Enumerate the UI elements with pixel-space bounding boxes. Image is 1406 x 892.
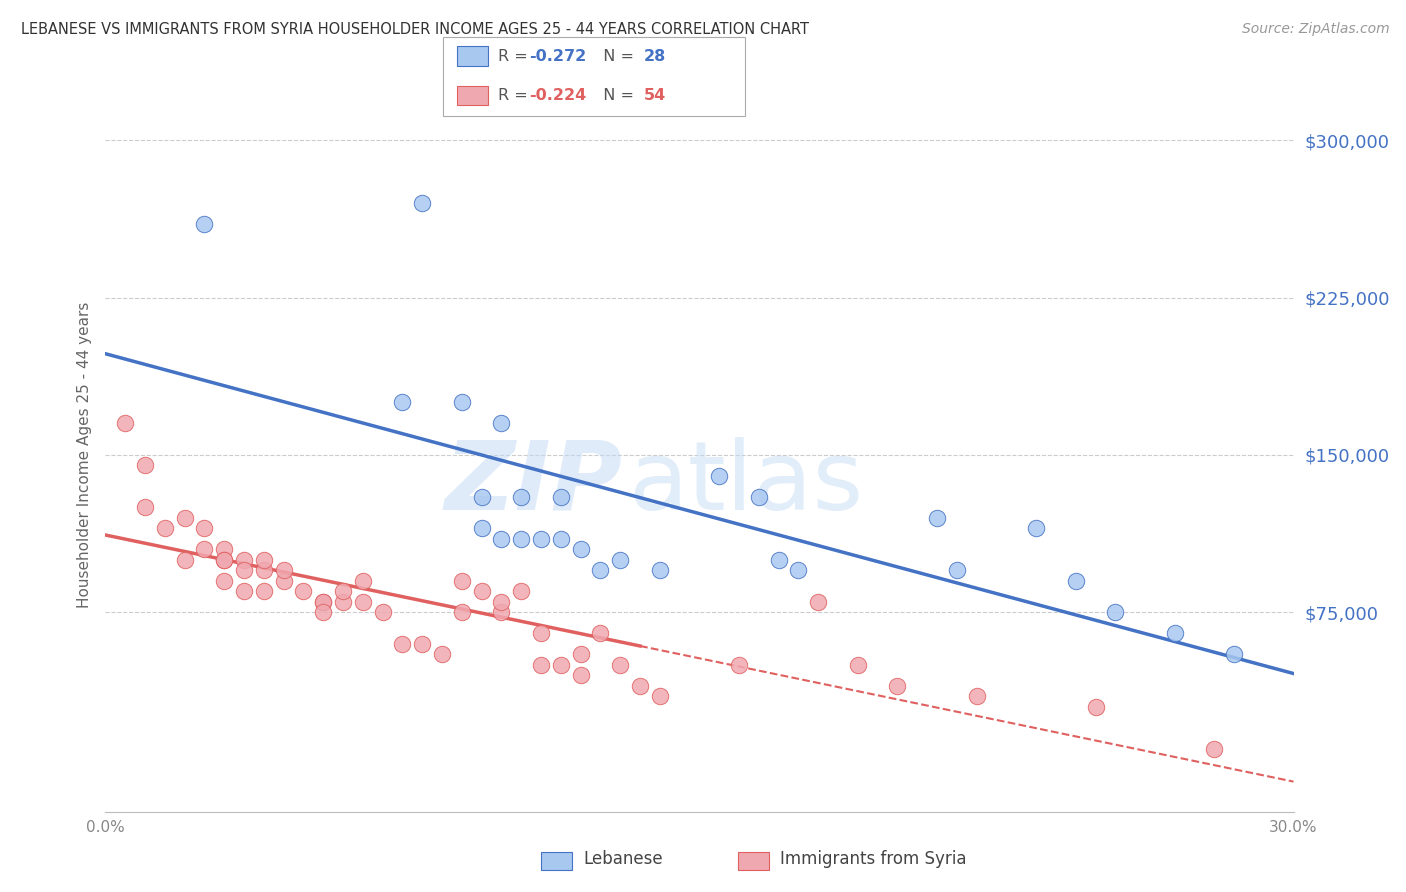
Point: [530, 657, 553, 672]
Text: N =: N =: [593, 88, 640, 103]
Point: [530, 626, 553, 640]
Point: [589, 563, 612, 577]
Point: [233, 563, 256, 577]
Point: [1164, 626, 1187, 640]
Y-axis label: Householder Income Ages 25 - 44 years: Householder Income Ages 25 - 44 years: [76, 301, 91, 608]
Point: [648, 563, 671, 577]
Point: [471, 521, 494, 535]
Point: [193, 521, 215, 535]
Point: [391, 637, 413, 651]
Point: [214, 553, 236, 567]
Text: -0.272: -0.272: [529, 49, 586, 64]
Text: 54: 54: [644, 88, 666, 103]
Text: Immigrants from Syria: Immigrants from Syria: [780, 850, 967, 868]
Point: [491, 595, 513, 609]
Point: [491, 605, 513, 619]
Point: [173, 553, 195, 567]
Point: [153, 521, 176, 535]
Point: [628, 679, 651, 693]
Point: [1104, 605, 1126, 619]
Point: [114, 417, 136, 431]
Text: atlas: atlas: [628, 437, 863, 530]
Point: [530, 532, 553, 546]
Text: Lebanese: Lebanese: [583, 850, 664, 868]
Point: [807, 595, 830, 609]
Point: [471, 490, 494, 504]
Point: [193, 217, 215, 231]
Point: [846, 657, 869, 672]
Text: 28: 28: [644, 49, 666, 64]
Text: LEBANESE VS IMMIGRANTS FROM SYRIA HOUSEHOLDER INCOME AGES 25 - 44 YEARS CORRELAT: LEBANESE VS IMMIGRANTS FROM SYRIA HOUSEH…: [21, 22, 808, 37]
Point: [214, 542, 236, 557]
Point: [193, 542, 215, 557]
Point: [510, 532, 533, 546]
Point: [134, 500, 156, 515]
Point: [768, 553, 790, 567]
Point: [510, 584, 533, 599]
Point: [589, 626, 612, 640]
Point: [550, 532, 572, 546]
Point: [352, 574, 374, 588]
Point: [491, 417, 513, 431]
Point: [728, 657, 751, 672]
Point: [450, 395, 472, 409]
Point: [569, 648, 592, 662]
Point: [233, 553, 256, 567]
Text: -0.224: -0.224: [529, 88, 586, 103]
Point: [391, 395, 413, 409]
Point: [609, 553, 631, 567]
Point: [411, 637, 433, 651]
Point: [491, 532, 513, 546]
Point: [1064, 574, 1087, 588]
Point: [450, 574, 472, 588]
Point: [946, 563, 969, 577]
Point: [648, 690, 671, 704]
Point: [312, 595, 335, 609]
Point: [1025, 521, 1047, 535]
Point: [173, 511, 195, 525]
Point: [569, 542, 592, 557]
Point: [214, 574, 236, 588]
Point: [748, 490, 770, 504]
Point: [966, 690, 988, 704]
Point: [569, 668, 592, 682]
Text: N =: N =: [593, 49, 640, 64]
Point: [787, 563, 810, 577]
Point: [510, 490, 533, 504]
Point: [332, 584, 354, 599]
Point: [134, 458, 156, 473]
Text: ZIP: ZIP: [444, 437, 623, 530]
Point: [253, 553, 276, 567]
Point: [450, 605, 472, 619]
Point: [253, 563, 276, 577]
Point: [273, 574, 295, 588]
Point: [1223, 648, 1246, 662]
Point: [925, 511, 948, 525]
Point: [1204, 741, 1226, 756]
Point: [292, 584, 315, 599]
Point: [471, 584, 494, 599]
Point: [609, 657, 631, 672]
Point: [550, 490, 572, 504]
Point: [709, 469, 731, 483]
Point: [1084, 699, 1107, 714]
Point: [214, 553, 236, 567]
Point: [253, 584, 276, 599]
Point: [886, 679, 908, 693]
Text: R =: R =: [498, 88, 533, 103]
Text: Source: ZipAtlas.com: Source: ZipAtlas.com: [1241, 22, 1389, 37]
Point: [273, 563, 295, 577]
Point: [332, 595, 354, 609]
Point: [430, 648, 453, 662]
Point: [352, 595, 374, 609]
Point: [550, 657, 572, 672]
Point: [312, 595, 335, 609]
Point: [371, 605, 394, 619]
Point: [411, 196, 433, 211]
Point: [233, 584, 256, 599]
Text: R =: R =: [498, 49, 533, 64]
Point: [312, 605, 335, 619]
